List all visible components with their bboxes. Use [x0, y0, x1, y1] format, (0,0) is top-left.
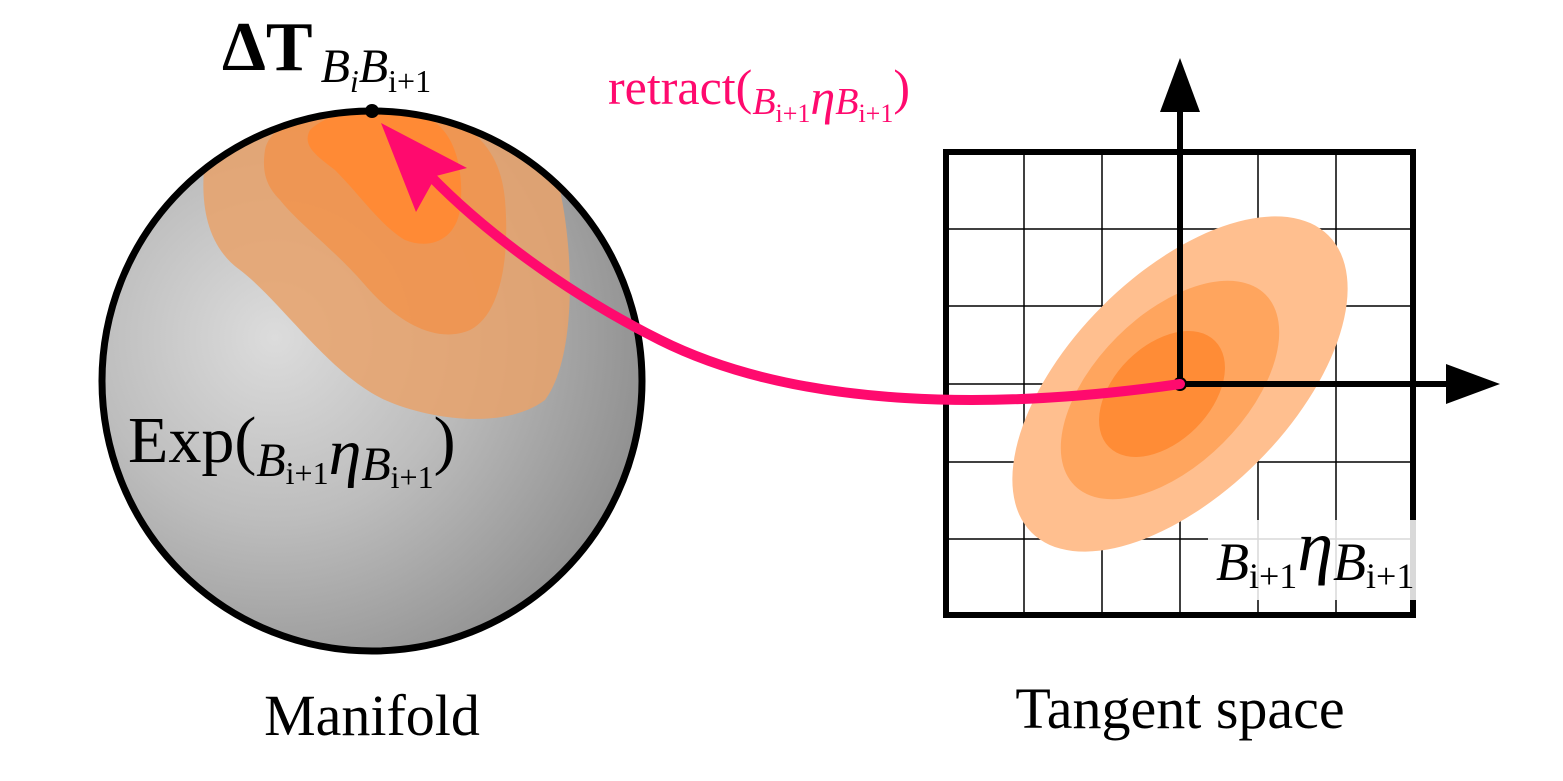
retract-close: ) [893, 59, 910, 115]
manifold-density-inner [307, 111, 462, 244]
tangent-post-b: B [1333, 532, 1366, 592]
manifold-point [365, 104, 379, 118]
retract-post-b: B [835, 81, 858, 123]
exp-close: ) [434, 404, 456, 477]
tangent-caption: Tangent space [1015, 676, 1344, 741]
delta-t-sub-idx2: i+1 [388, 63, 431, 99]
delta-t-sub-idx1: i [350, 63, 359, 99]
retract-func: retract( [608, 59, 752, 115]
retract-arrowhead [381, 123, 467, 212]
x-axis-arrowhead [1446, 364, 1500, 404]
tangent-eta: η [1297, 506, 1333, 586]
y-axis-arrowhead [1160, 58, 1200, 112]
tangent-eta-label-bg [1208, 520, 1518, 600]
svg-text:Bi+1ηBi+1: Bi+1ηBi+1 [1216, 506, 1414, 596]
exp-func: Exp( [128, 404, 256, 477]
manifold-sphere [98, 104, 646, 655]
exp-pre-b: B [256, 434, 285, 487]
exp-post-idx: i+1 [391, 459, 434, 495]
svg-text:Exp(Bi+1ηBi+1): Exp(Bi+1ηBi+1) [128, 404, 456, 495]
retract-arrow [381, 123, 1185, 405]
retract-pre-idx: i+1 [776, 99, 811, 128]
exp-label: Exp(Bi+1ηBi+1) [128, 404, 456, 495]
tangent-eta-label: Bi+1ηBi+1 [1208, 506, 1518, 600]
retract-label: retract(Bi+1ηBi+1) [608, 59, 910, 128]
tangent-pre-b: B [1216, 532, 1249, 592]
manifold-caption: Manifold [264, 683, 480, 748]
exp-post-b: B [361, 438, 390, 491]
exp-pre-idx: i+1 [286, 455, 329, 491]
delta-t-main: ΔT [222, 9, 313, 86]
exp-eta: η [329, 416, 362, 489]
retract-eta: η [810, 69, 835, 125]
tangent-post-idx: i+1 [1366, 556, 1414, 596]
retract-curve [415, 160, 1185, 405]
svg-text:retract(Bi+1ηBi+1): retract(Bi+1ηBi+1) [608, 59, 910, 128]
delta-t-sub-b1: B [321, 40, 350, 93]
retract-pre-b: B [752, 81, 775, 123]
tangent-density-inner [1099, 331, 1225, 457]
tangent-pre-idx: i+1 [1249, 556, 1297, 596]
delta-t-sub-b2: B [359, 40, 388, 93]
delta-t-label: ΔT BiBi+1 [222, 9, 431, 99]
retract-post-idx: i+1 [858, 99, 893, 128]
